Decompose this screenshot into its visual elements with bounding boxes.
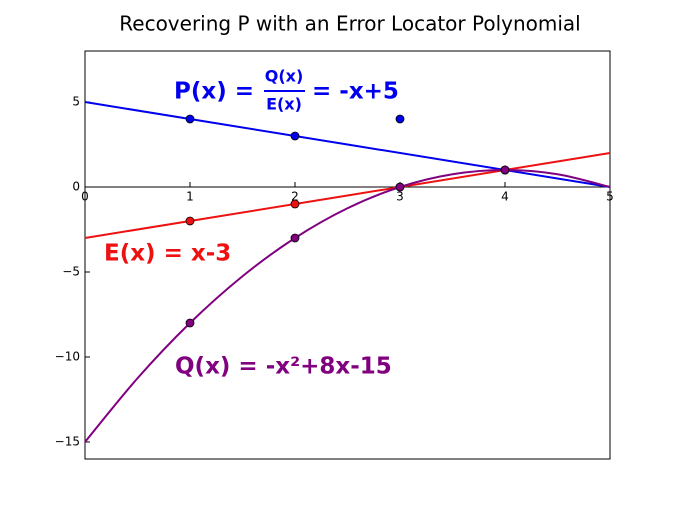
p-annotation-right: = -x+5 [312, 79, 399, 105]
x-tick-label: 0 [81, 190, 89, 204]
chart-title: Recovering P with an Error Locator Polyn… [119, 12, 580, 36]
data-point [290, 233, 300, 243]
data-point [185, 114, 195, 124]
plot-frame [84, 50, 611, 460]
data-point [395, 114, 405, 124]
q-annotation: Q(x) = -x²+8x-15 [175, 354, 392, 380]
series-line [84, 168, 611, 443]
y-tick-label: 0 [72, 180, 80, 194]
data-point [185, 318, 195, 328]
y-tick-label: −15 [55, 435, 80, 449]
p-annotation: P(x) = [174, 79, 254, 105]
x-tick-label: 2 [291, 190, 299, 204]
data-point [290, 131, 300, 141]
x-tick-label: 3 [396, 190, 404, 204]
data-point [500, 165, 510, 175]
e-annotation: E(x) = x-3 [104, 241, 231, 267]
data-point [395, 182, 405, 192]
x-tick-label: 1 [186, 190, 194, 204]
data-point [185, 216, 195, 226]
y-tick-label: −10 [55, 350, 80, 364]
y-tick-label: 5 [72, 95, 80, 109]
series-line [84, 152, 611, 239]
data-point [290, 199, 300, 209]
x-tick-label: 4 [501, 190, 509, 204]
p-denominator: E(x) [266, 95, 302, 114]
x-tick-label: 5 [606, 190, 614, 204]
plot-area: −15 −10 −5 0 5 0 1 2 3 4 5 [55, 50, 614, 460]
series-line [84, 101, 611, 188]
y-tick-label: −5 [62, 265, 80, 279]
p-numerator: Q(x) [265, 67, 304, 86]
